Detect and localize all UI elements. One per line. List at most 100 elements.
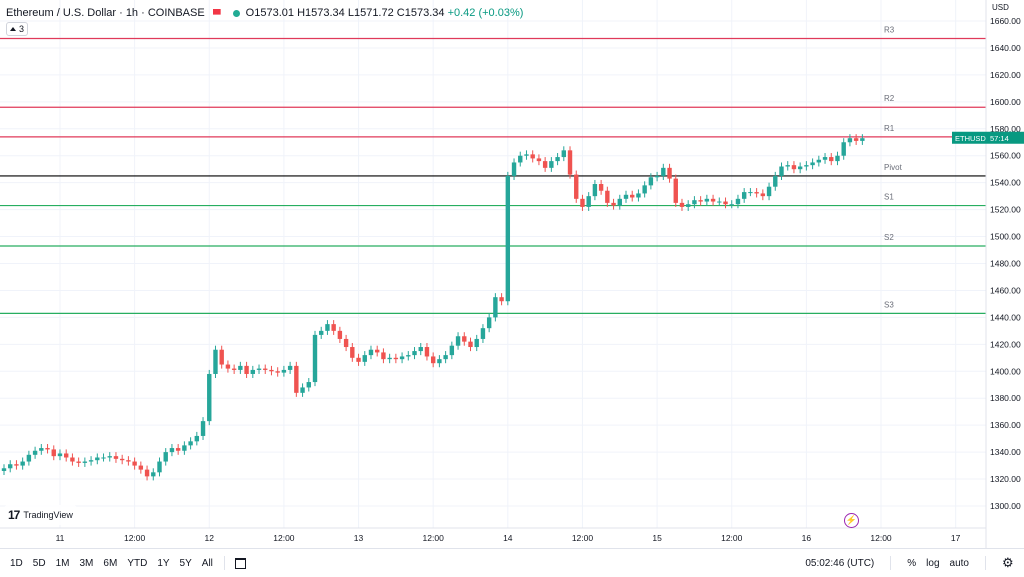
candle (188, 437, 193, 450)
candle-body (592, 184, 598, 197)
candle (499, 293, 504, 306)
candle (816, 155, 822, 167)
candle (350, 342, 355, 362)
candle-body (480, 328, 486, 339)
symbol-header: Ethereum / U.S. Dollar · 1h · COINBASE O… (6, 5, 523, 21)
timeframe-5d[interactable]: 5D (32, 557, 46, 569)
price-tick-label: 1660.00 (990, 16, 1021, 26)
timeframe-1m[interactable]: 1M (55, 557, 70, 569)
price-tick-label: 1380.00 (990, 393, 1021, 403)
price-tick-label: 1580.00 (990, 124, 1021, 134)
candle (95, 453, 100, 465)
candle (598, 179, 604, 195)
tradingview-logo[interactable]: 17 TradingView (4, 505, 77, 525)
candle-body (791, 165, 797, 170)
candle (617, 194, 622, 210)
candle (32, 446, 38, 459)
time-tick-label: 13 (354, 533, 364, 543)
candle-body (760, 193, 766, 197)
ohlc-values: O1573.01 H1573.34 L1571.72 C1573.34 +0.4… (246, 7, 524, 19)
candle (101, 453, 106, 462)
candle-body (748, 192, 753, 194)
candle-body (605, 190, 610, 203)
lightning-icon[interactable]: ⚡ (844, 513, 859, 528)
candle-body (785, 165, 790, 167)
candle-body (107, 456, 112, 458)
candle (493, 293, 498, 322)
candle (275, 367, 280, 377)
candle-body (126, 460, 131, 462)
candle-body (536, 158, 542, 162)
timeframe-list: 1D 5D 1M 3M 6M YTD 1Y 5Y All (0, 558, 218, 569)
candle-body (39, 448, 44, 451)
candle-body (194, 435, 200, 442)
candle-body (710, 198, 716, 202)
candle (51, 445, 56, 461)
candle-body (455, 336, 461, 346)
candle (393, 353, 399, 364)
candle (741, 188, 747, 203)
candle (126, 456, 131, 466)
candle (418, 342, 423, 356)
symbol-title[interactable]: Ethereum / U.S. Dollar · 1h · COINBASE (6, 7, 205, 19)
candle-body (623, 194, 629, 199)
timeframe-1d[interactable]: 1D (10, 557, 23, 569)
candle-body (275, 371, 280, 373)
calendar-range-icon[interactable] (234, 557, 246, 569)
price-axis-bg (986, 0, 1024, 548)
log-toggle[interactable]: log (926, 557, 940, 569)
candle (412, 347, 417, 360)
auto-toggle[interactable]: auto (949, 557, 969, 569)
candle-body (381, 352, 386, 360)
candle-body (797, 166, 803, 170)
candle (754, 188, 759, 198)
candle-body (82, 461, 88, 463)
timeframe-1y[interactable]: 1Y (157, 557, 170, 569)
candle-body (505, 175, 511, 302)
price-tick-label: 1520.00 (990, 205, 1021, 215)
candle-body (654, 175, 660, 178)
candle-body (462, 336, 467, 342)
candle-body (574, 174, 579, 199)
clock[interactable]: 05:02:46 (UTC) (805, 557, 875, 569)
candle-body (443, 355, 448, 360)
timeframe-ytd[interactable]: YTD (127, 557, 148, 569)
candle (791, 161, 797, 174)
candle-body (449, 345, 455, 356)
candle (480, 324, 486, 343)
percent-toggle[interactable]: % (907, 557, 917, 569)
candle-body (20, 461, 25, 466)
candle-body (723, 201, 728, 205)
last-symbol-tag (952, 131, 986, 144)
gear-icon[interactable]: ⚙ (1002, 555, 1014, 570)
candle (343, 334, 349, 352)
timeframe-5y[interactable]: 5Y (179, 557, 192, 569)
open-value: O1573.01 (245, 7, 294, 19)
indicators-toggle[interactable]: 3 (6, 22, 29, 36)
candle (337, 326, 343, 343)
candle (231, 364, 237, 374)
candle-body (95, 457, 100, 461)
candle-body (406, 355, 411, 357)
flag-icon[interactable] (212, 9, 221, 17)
candle (45, 444, 50, 454)
candle-body (835, 155, 840, 162)
timeframe-all[interactable]: All (201, 557, 213, 569)
candle-body (561, 150, 566, 158)
candle (717, 197, 722, 206)
timeframe-3m[interactable]: 3M (79, 557, 94, 569)
candle-body (661, 167, 666, 176)
candle (592, 179, 598, 201)
candle (281, 365, 287, 377)
candle (449, 341, 455, 360)
timeframe-6m[interactable]: 6M (103, 557, 118, 569)
change-value: +0.42 (+0.03%) (447, 7, 524, 19)
candle-body (70, 457, 75, 462)
candle (810, 158, 815, 170)
candle (561, 146, 566, 162)
candle-body (119, 458, 125, 461)
candle-body (151, 472, 156, 477)
candle (511, 158, 517, 180)
candle-body (542, 161, 548, 168)
